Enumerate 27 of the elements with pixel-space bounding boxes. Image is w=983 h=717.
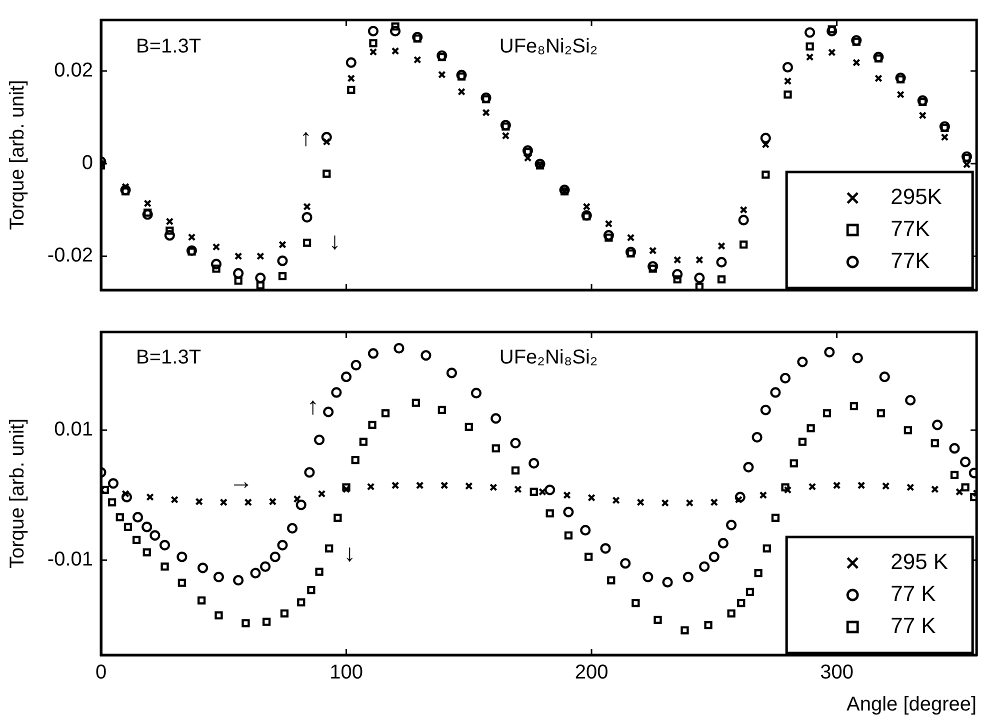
annotation: ↑: [300, 125, 312, 152]
y-tick-label: 0.01: [54, 418, 93, 441]
annotation: ↑: [306, 394, 319, 420]
legend-label: 77K: [890, 216, 930, 242]
annotation: B=1.3T: [136, 36, 202, 58]
annotation: UFe₈Ni₂Si₂: [499, 36, 598, 58]
x-tick-label: 0: [95, 662, 107, 684]
annotation: ↓: [328, 229, 341, 256]
annotation: →: [229, 469, 254, 496]
y-tick-label: -0.02: [47, 244, 93, 267]
y-tick-label: 0.02: [54, 59, 93, 82]
annotation: UFe₂Ni₈Si₂: [499, 346, 598, 368]
x-tick-label: 100: [330, 662, 363, 684]
legend-label: 77 K: [890, 613, 936, 638]
legend-label: 77 K: [890, 581, 936, 606]
y-tick-label: 0: [82, 152, 93, 174]
x-axis-title: Angle [degree]: [846, 694, 977, 716]
y-axis-title: Torque [arb. unit]: [6, 80, 29, 230]
annotation: B=1.3T: [136, 346, 202, 368]
legend-label: 295K: [890, 184, 942, 210]
y-axis-title: Torque [arb. unit]: [6, 418, 29, 569]
legend-label: 77K: [890, 248, 930, 274]
legend-label: 295 K: [890, 549, 948, 574]
x-tick-label: 300: [820, 662, 854, 684]
x-tick-label: 200: [574, 662, 608, 684]
annotation: ↓: [344, 541, 356, 568]
y-tick-label: -0.01: [47, 548, 93, 571]
